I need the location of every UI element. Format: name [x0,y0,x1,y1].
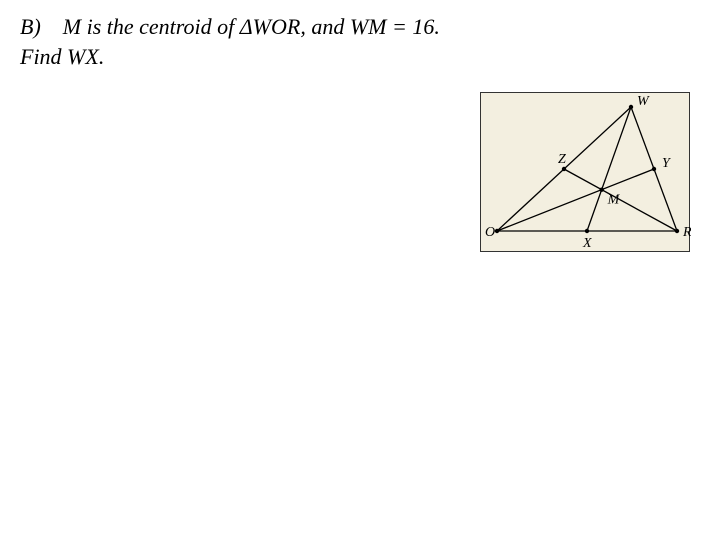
problem-label: B) [20,14,41,39]
problem-line1: M is the centroid of ΔWOR, and WM = 16. [63,14,440,39]
svg-text:O: O [485,225,495,240]
svg-text:Y: Y [662,156,672,171]
svg-text:X: X [582,236,592,251]
triangle-svg: W O R Z Y X M [481,93,691,253]
triangle-diagram: W O R Z Y X M [480,92,690,252]
svg-text:Z: Z [558,152,566,167]
svg-text:R: R [682,225,691,240]
problem-text: B) M is the centroid of ΔWOR, and WM = 1… [20,12,700,71]
svg-text:M: M [607,193,621,208]
problem-line2: Find WX. [20,44,104,69]
page: B) M is the centroid of ΔWOR, and WM = 1… [0,0,720,540]
svg-text:W: W [637,94,650,109]
